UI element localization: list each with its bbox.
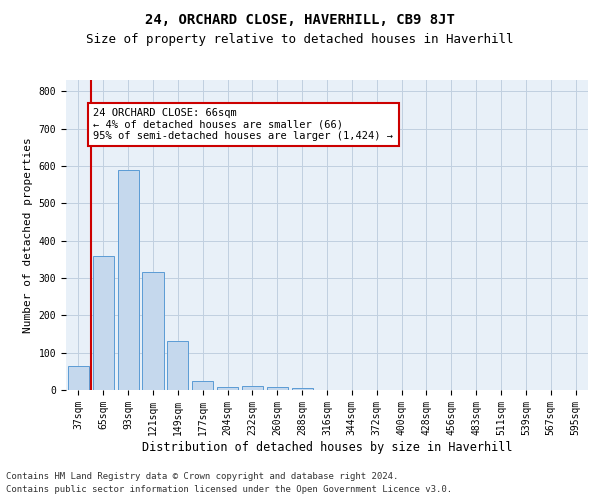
Bar [217, 387, 238, 390]
Text: 24, ORCHARD CLOSE, HAVERHILL, CB9 8JT: 24, ORCHARD CLOSE, HAVERHILL, CB9 8JT [145, 12, 455, 26]
Y-axis label: Number of detached properties: Number of detached properties [23, 137, 33, 333]
Bar [93, 256, 114, 390]
Text: Contains public sector information licensed under the Open Government Licence v3: Contains public sector information licen… [6, 485, 452, 494]
Bar [118, 170, 139, 390]
Bar [267, 387, 288, 390]
Text: Contains HM Land Registry data © Crown copyright and database right 2024.: Contains HM Land Registry data © Crown c… [6, 472, 398, 481]
Text: 24 ORCHARD CLOSE: 66sqm
← 4% of detached houses are smaller (66)
95% of semi-det: 24 ORCHARD CLOSE: 66sqm ← 4% of detached… [94, 108, 394, 141]
Bar [242, 386, 263, 390]
X-axis label: Distribution of detached houses by size in Haverhill: Distribution of detached houses by size … [142, 440, 512, 454]
Bar [192, 380, 213, 390]
Bar [167, 342, 188, 390]
Bar [292, 388, 313, 390]
Bar [142, 272, 164, 390]
Bar [68, 366, 89, 390]
Text: Size of property relative to detached houses in Haverhill: Size of property relative to detached ho… [86, 32, 514, 46]
